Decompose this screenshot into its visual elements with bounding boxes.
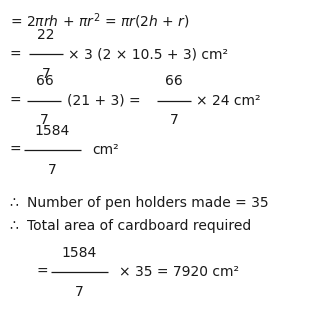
Text: = 2$\pi$$rh$ + $\pi r^2$ = $\pi r$(2$h$ + $r$): = 2$\pi$$rh$ + $\pi r^2$ = $\pi r$(2$h$ … [10,12,189,31]
Text: =: = [10,94,21,108]
Text: cm²: cm² [92,143,119,157]
Text: × 35 = 7920 cm²: × 35 = 7920 cm² [119,265,239,279]
Text: =: = [10,143,21,157]
Text: (21 + 3) =: (21 + 3) = [67,94,140,108]
Text: 7: 7 [42,67,50,81]
Text: Total area of cardboard required: Total area of cardboard required [27,219,251,233]
Text: × 3 (2 × 10.5 + 3) cm²: × 3 (2 × 10.5 + 3) cm² [68,48,228,61]
Text: 7: 7 [40,113,49,127]
Text: Number of pen holders made = 35: Number of pen holders made = 35 [27,196,268,210]
Text: ∴: ∴ [10,219,18,233]
Text: 7: 7 [75,285,84,299]
Text: 1584: 1584 [35,124,70,138]
Text: 66: 66 [36,74,53,88]
Text: 7: 7 [48,163,57,177]
Text: 22: 22 [37,28,55,42]
Text: =: = [10,48,21,61]
Text: × 24 cm²: × 24 cm² [196,94,260,108]
Text: 66: 66 [165,74,183,88]
Text: 1584: 1584 [61,246,97,260]
Text: 7: 7 [170,113,179,127]
Text: =: = [36,265,48,279]
Text: ∴: ∴ [10,196,18,210]
